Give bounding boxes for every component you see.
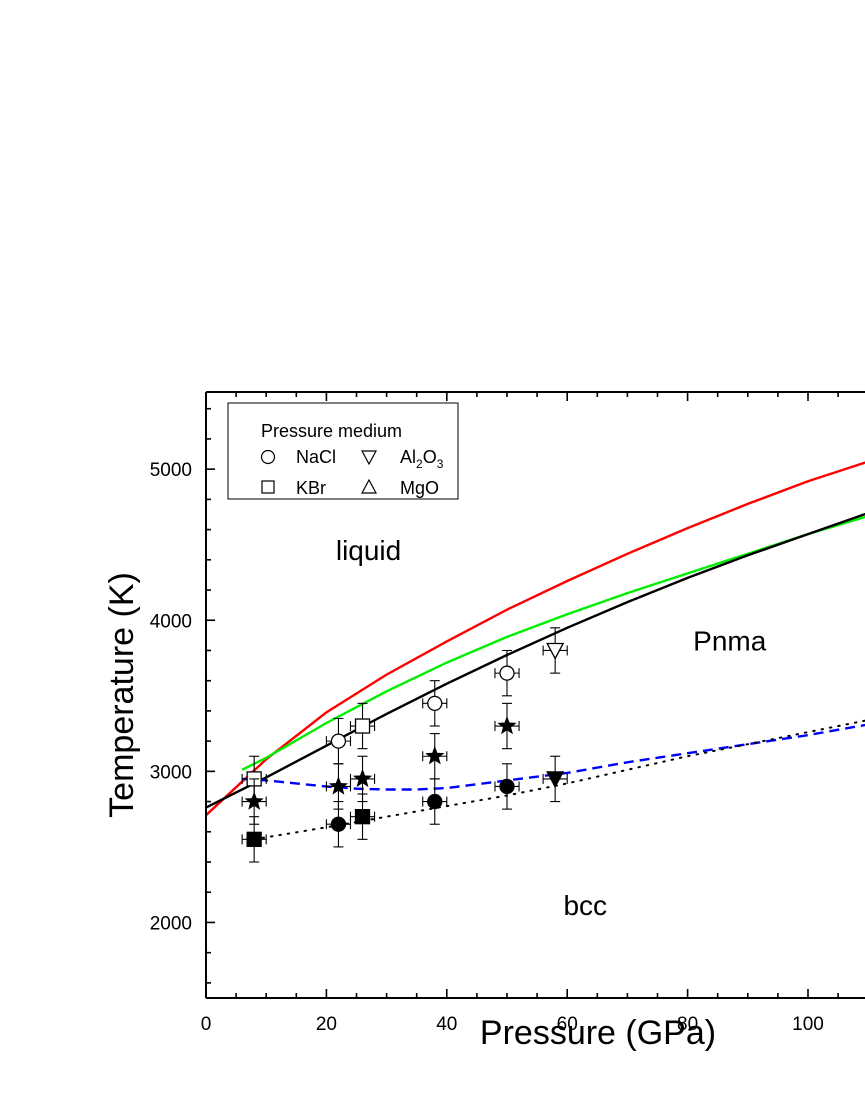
y-tick-label: 4000: [150, 611, 192, 632]
curve-0: [206, 461, 865, 817]
legend-label-al2o3: Al2O3: [400, 447, 444, 471]
x-tick-label: 0: [201, 1014, 212, 1035]
legend-label-mgo: MgO: [400, 478, 439, 498]
legend-o: O: [423, 447, 437, 467]
plot-layer: [206, 461, 865, 863]
x-tick-label: 40: [436, 1014, 457, 1035]
data-point-circle-filled: [330, 816, 347, 832]
data-point-triangle-down-open: [546, 642, 565, 660]
region-label-liquid: liquid: [336, 535, 401, 566]
x-tick-label: 100: [792, 1014, 824, 1035]
legend-marker-triangle-up-open: [360, 478, 378, 494]
y-tick-label: 2000: [150, 913, 192, 934]
data-point-star-filled: [328, 776, 349, 795]
legend-marker-square-open: [261, 480, 275, 494]
axes-layer: 0 20 40 60 80 100 2000 3000 4000 5000: [150, 391, 865, 1035]
legend-label-kbr: KBr: [296, 478, 326, 498]
legend-al: Al: [400, 447, 416, 467]
y-axis-title: Temperature (K): [103, 572, 141, 818]
data-point-circle-filled: [499, 778, 515, 795]
region-label-bcc: bcc: [563, 890, 607, 921]
curve-2: [206, 512, 865, 809]
data-point-star-filled: [352, 768, 373, 788]
data-point-star-filled: [244, 791, 264, 810]
legend: Pressure medium NaCl Al2O3 KBr MgO: [227, 402, 459, 500]
y-tick-label: 5000: [150, 460, 192, 481]
data-point-circle-open: [427, 695, 443, 712]
data-point-square-filled: [354, 809, 371, 825]
legend-title: Pressure medium: [261, 421, 402, 441]
data-point-square-filled: [246, 831, 262, 847]
data-point-circle-open: [499, 665, 515, 681]
data-point-square-open: [354, 718, 371, 734]
legend-marker-triangle-down-open: [360, 450, 378, 466]
region-label-pnma: Pnma: [693, 625, 767, 656]
legend-o-sub: 3: [437, 457, 444, 471]
legend-marker-circle-open: [260, 449, 276, 465]
x-tick-label: 20: [316, 1014, 337, 1035]
x-tick-label: 60: [557, 1014, 578, 1035]
data-point-star-filled: [425, 746, 445, 765]
curve-3: [242, 723, 865, 791]
data-point-star-filled: [497, 715, 517, 735]
x-tick-label: 80: [677, 1014, 698, 1035]
x-axis-title: Pressure (GPa): [480, 1014, 716, 1052]
legend-al-sub: 2: [416, 457, 423, 471]
data-point-circle-filled: [427, 793, 443, 810]
y-tick-label: 3000: [150, 762, 192, 783]
legend-label-nacl: NaCl: [296, 447, 336, 467]
data-point-triangle-down-filled: [546, 771, 565, 789]
data-point-circle-open: [330, 733, 347, 749]
